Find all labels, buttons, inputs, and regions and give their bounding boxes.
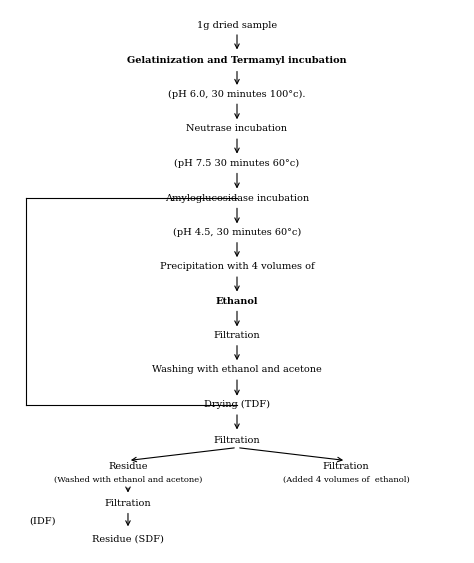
- Text: Neutrase incubation: Neutrase incubation: [186, 124, 288, 133]
- Text: Residue: Residue: [108, 462, 148, 471]
- Text: (pH 6.0, 30 minutes 100°c).: (pH 6.0, 30 minutes 100°c).: [168, 90, 306, 99]
- Text: Precipitation with 4 volumes of: Precipitation with 4 volumes of: [160, 262, 314, 271]
- Text: 1g dried sample: 1g dried sample: [197, 21, 277, 30]
- Text: Filtration: Filtration: [214, 331, 260, 340]
- Text: (pH 4.5, 30 minutes 60°c): (pH 4.5, 30 minutes 60°c): [173, 228, 301, 237]
- Text: (IDF): (IDF): [29, 516, 56, 525]
- Text: (Washed with ethanol and acetone): (Washed with ethanol and acetone): [54, 476, 202, 484]
- Text: Filtration: Filtration: [105, 499, 151, 508]
- Text: Filtration: Filtration: [323, 462, 369, 471]
- Text: Amyloglucosidase incubation: Amyloglucosidase incubation: [165, 194, 309, 203]
- Text: Drying (TDF): Drying (TDF): [204, 400, 270, 409]
- Text: Ethanol: Ethanol: [216, 297, 258, 306]
- Text: Washing with ethanol and acetone: Washing with ethanol and acetone: [152, 365, 322, 374]
- Text: (pH 7.5 30 minutes 60°c): (pH 7.5 30 minutes 60°c): [174, 159, 300, 168]
- Text: Filtration: Filtration: [214, 436, 260, 445]
- Text: Gelatinization and Termamyl incubation: Gelatinization and Termamyl incubation: [127, 56, 347, 65]
- Text: (Added 4 volumes of  ethanol): (Added 4 volumes of ethanol): [283, 476, 410, 484]
- Text: Residue (SDF): Residue (SDF): [92, 534, 164, 543]
